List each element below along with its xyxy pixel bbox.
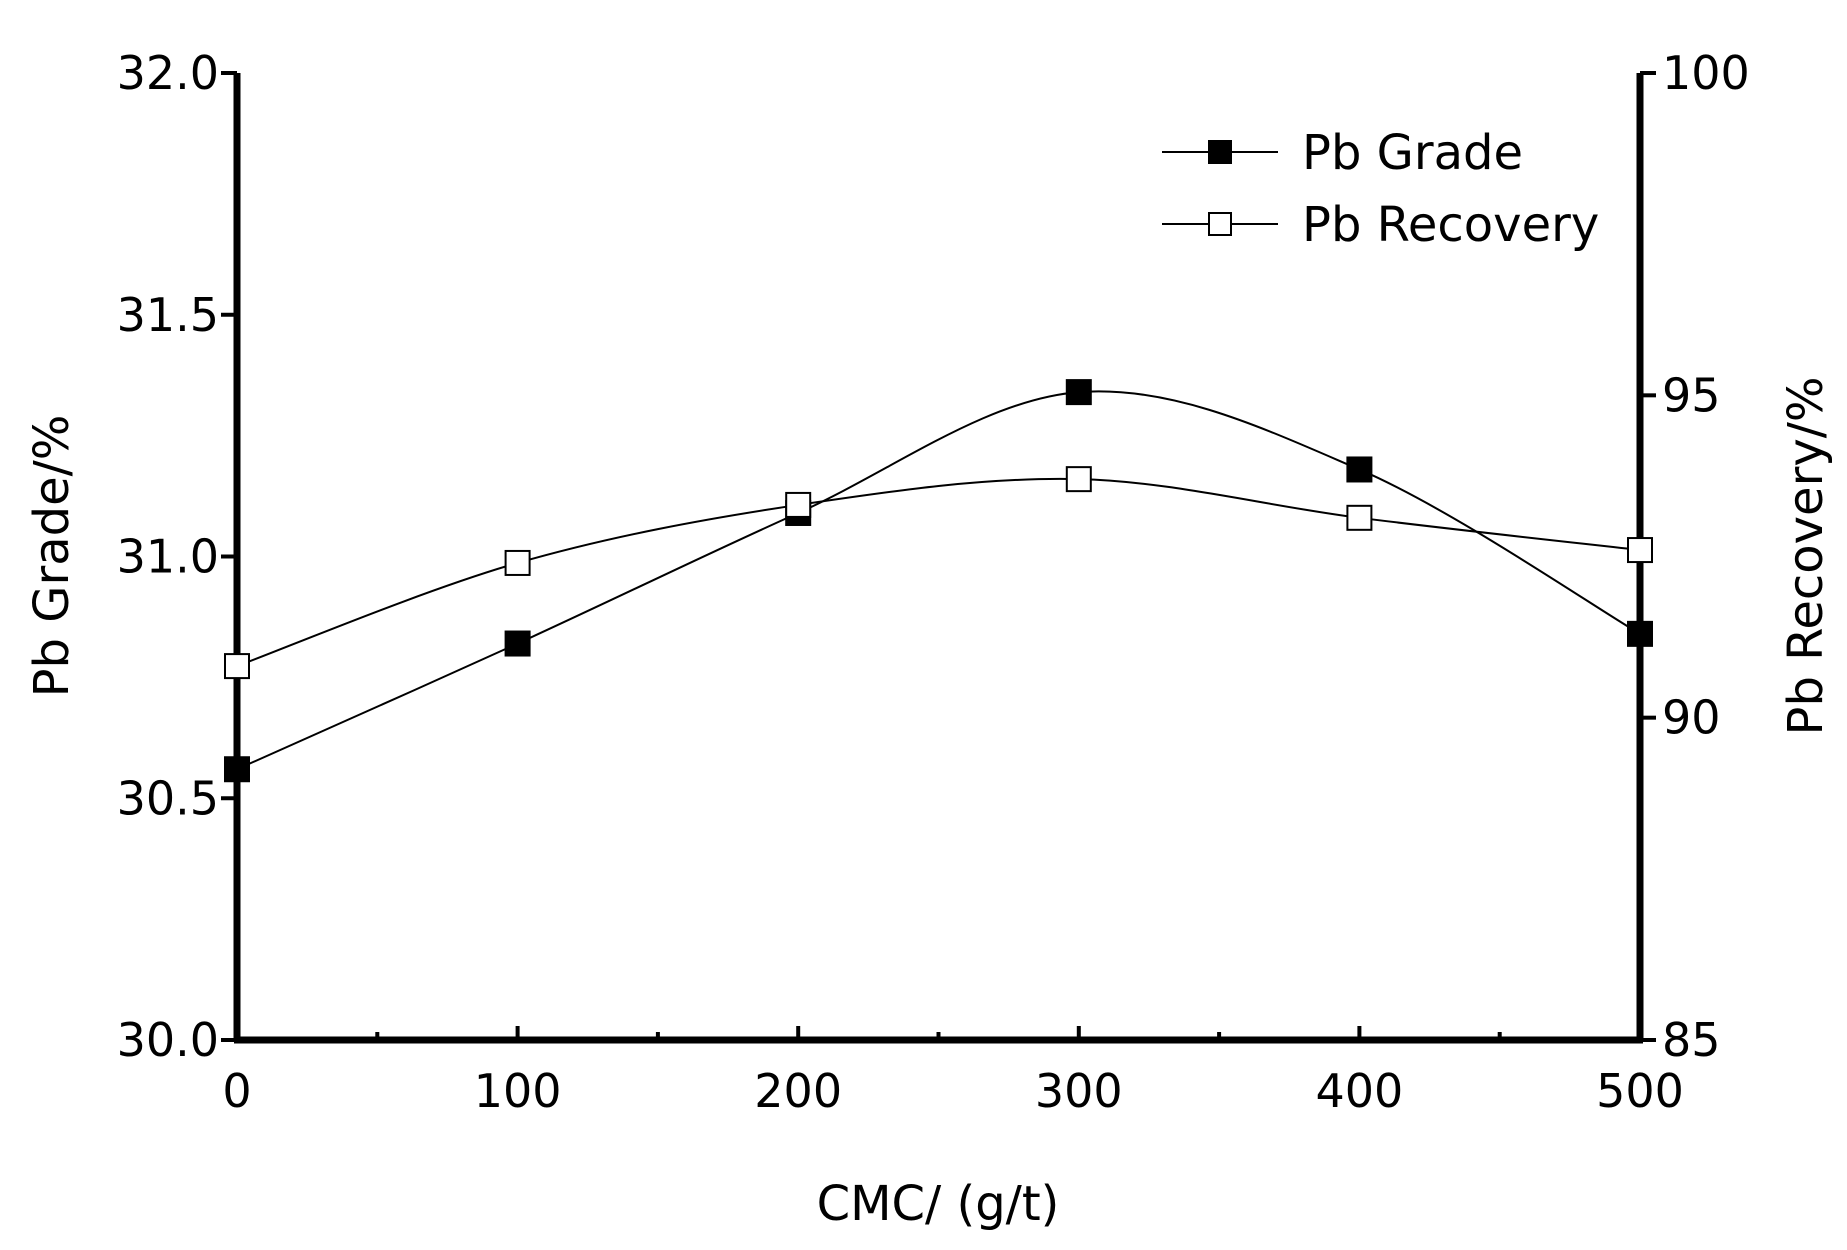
y-axis-right-title: Pb Recovery/%	[1778, 376, 1834, 735]
x-tick-label: 500	[1596, 1064, 1684, 1118]
x-axis-title: CMC/ (g/t)	[817, 1176, 1060, 1232]
x-tick-label: 0	[222, 1064, 251, 1118]
y-right-tick-label: 95	[1662, 368, 1721, 422]
series-lines	[236, 390, 1641, 771]
legend-item-pb-recovery: Pb Recovery	[1162, 197, 1599, 253]
series-line-pb-grade	[236, 390, 1641, 771]
tick-marks	[221, 71, 1656, 1042]
data-point-pb-recovery	[504, 549, 531, 576]
y-right-tick-label: 90	[1662, 691, 1721, 745]
data-point-pb-grade	[504, 630, 531, 657]
x-tick-label: 200	[754, 1064, 842, 1118]
data-point-pb-grade	[224, 756, 250, 783]
legend-marker-pb-recovery	[1208, 212, 1232, 236]
y-left-tick-label: 32.0	[117, 46, 219, 100]
x-tick-label: 400	[1315, 1064, 1403, 1118]
legend-label-pb-recovery: Pb Recovery	[1302, 197, 1599, 253]
data-point-pb-recovery	[785, 491, 812, 518]
legend: Pb Grade Pb Recovery	[1162, 125, 1599, 253]
y-left-tick-label: 31.0	[117, 530, 219, 584]
data-point-pb-grade	[1346, 456, 1373, 483]
tick-labels: 0 100 200 300 400 500 30.0 30.5 31.0 31.5 32.0 85 90…	[117, 46, 1750, 1118]
y-axis-left-title: Pb Grade/%	[24, 415, 80, 698]
data-point-pb-recovery	[1627, 537, 1653, 564]
y-left-tick-label: 30.5	[117, 771, 219, 825]
legend-item-pb-grade: Pb Grade	[1162, 125, 1523, 181]
legend-marker-pb-grade	[1208, 140, 1232, 164]
y-left-tick-label: 31.5	[117, 288, 219, 342]
data-point-pb-grade	[1065, 379, 1092, 406]
data-point-pb-recovery	[1065, 466, 1092, 493]
series-markers	[224, 379, 1653, 783]
legend-label-pb-grade: Pb Grade	[1302, 125, 1523, 181]
x-tick-label: 100	[474, 1064, 562, 1118]
y-left-tick-label: 30.0	[117, 1013, 219, 1067]
data-point-pb-recovery	[224, 653, 250, 680]
y-right-tick-label: 85	[1662, 1013, 1721, 1067]
series-line-pb-recovery	[236, 477, 1641, 668]
data-point-pb-grade	[1627, 620, 1653, 647]
data-point-pb-recovery	[1346, 504, 1373, 531]
x-tick-label: 300	[1035, 1064, 1123, 1118]
y-right-tick-label: 100	[1662, 46, 1750, 100]
